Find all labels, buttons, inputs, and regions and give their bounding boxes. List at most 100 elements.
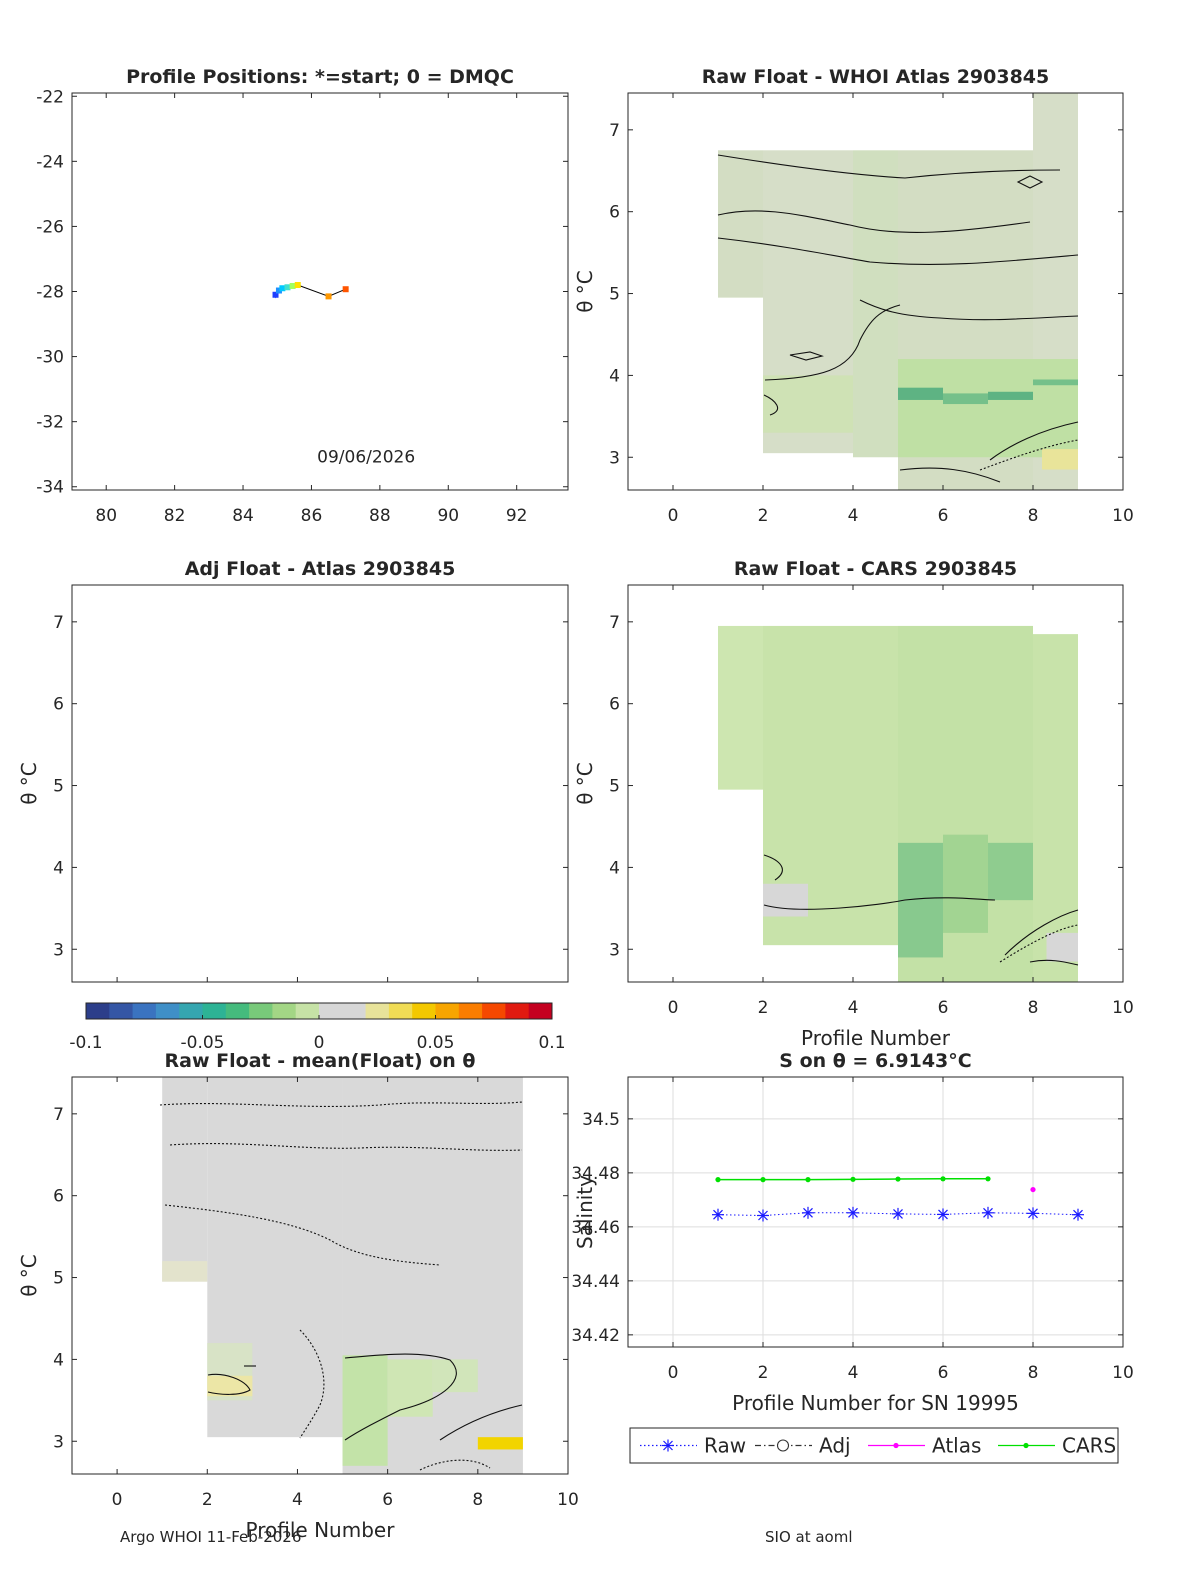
legend-label: Adj — [819, 1434, 851, 1458]
y-tick-label: 5 — [53, 1269, 64, 1289]
raw-point — [1072, 1208, 1084, 1221]
contour-line — [717, 210, 1031, 233]
heatmap-cell — [898, 359, 1078, 458]
profile-position — [275, 287, 282, 294]
colorbar-segment — [155, 1003, 180, 1019]
colorbar-segment — [132, 1003, 157, 1019]
x-tick-label: 0 — [112, 1490, 123, 1510]
heatmap-cell — [1033, 634, 1078, 982]
legend-label: Atlas — [932, 1434, 981, 1458]
legend-marker — [662, 1439, 674, 1452]
x-tick-label: 88 — [369, 506, 391, 526]
legend-item-adj: Adj — [755, 1434, 851, 1458]
y-tick-label: 4 — [53, 1350, 64, 1370]
colorbar-tick-label: 0.05 — [417, 1033, 455, 1053]
colorbar-tick-label: -0.05 — [181, 1033, 225, 1053]
contour-line — [999, 924, 1079, 963]
heatmap-cell — [162, 1261, 208, 1282]
y-tick-label: -22 — [36, 87, 64, 107]
chart-title: Adj Float - Atlas 2903845 — [185, 558, 456, 580]
y-tick-label: 3 — [609, 448, 620, 468]
contour-line — [207, 1373, 251, 1395]
x-tick-label: 0 — [668, 998, 679, 1018]
legend-item-cars: CARS — [998, 1434, 1116, 1458]
contour-line — [419, 1459, 491, 1471]
x-tick-label: 6 — [938, 1363, 949, 1383]
cars-point — [895, 1176, 901, 1182]
chart-title: Raw Float - mean(Float) on θ — [165, 1050, 476, 1072]
contour-line — [1016, 175, 1044, 189]
y-tick-label: 34.42 — [571, 1326, 620, 1346]
raw-point — [802, 1206, 814, 1219]
y-axis-label: Salinity — [573, 1175, 597, 1249]
chart-title: Raw Float - WHOI Atlas 2903845 — [702, 66, 1049, 88]
x-tick-label: 0 — [668, 506, 679, 526]
x-tick-label: 6 — [938, 998, 949, 1018]
heatmap-cell — [477, 1437, 523, 1450]
y-tick-label: -28 — [36, 283, 64, 303]
colorbar-segment — [202, 1003, 227, 1019]
y-tick-label: 5 — [53, 777, 64, 797]
raw-point — [982, 1206, 994, 1219]
colorbar-segment — [319, 1003, 343, 1019]
x-tick-label: 4 — [848, 998, 859, 1018]
colorbar-segment — [388, 1003, 413, 1019]
y-tick-label: 5 — [609, 777, 620, 797]
legend-item-raw: Raw — [640, 1434, 746, 1458]
x-tick-label: 10 — [557, 1490, 579, 1510]
y-axis-label: θ °C — [573, 270, 597, 313]
axes-frame-positions — [71, 92, 569, 491]
x-tick-label: 4 — [848, 506, 859, 526]
y-axis-label: θ °C — [573, 762, 597, 805]
contour-line — [989, 421, 1079, 461]
x-tick-label: 0 — [668, 1363, 679, 1383]
x-tick-label: 90 — [437, 506, 459, 526]
profile-position — [272, 291, 279, 298]
contour-line — [164, 1204, 441, 1266]
contour-line — [764, 304, 901, 381]
contour-line — [763, 394, 779, 416]
y-tick-label: -26 — [36, 217, 64, 237]
cars-point — [805, 1177, 811, 1183]
colorbar-segment — [86, 1003, 110, 1019]
legend-marker — [776, 1439, 790, 1452]
y-tick-label: 34.5 — [582, 1110, 620, 1130]
contour-line — [1004, 909, 1079, 956]
x-tick-label: 2 — [202, 1490, 213, 1510]
profile-position — [325, 293, 332, 300]
axes-frame-raw-cars — [627, 584, 1124, 983]
x-tick-label: 84 — [232, 506, 254, 526]
x-axis-label: Profile Number — [801, 1026, 951, 1050]
x-tick-label: 4 — [292, 1490, 303, 1510]
heatmap-cell — [1033, 379, 1078, 386]
x-tick-label: 82 — [164, 506, 186, 526]
legend-item-atlas: Atlas — [868, 1434, 981, 1458]
start-marker: * — [272, 291, 279, 306]
y-tick-label: 3 — [53, 940, 64, 960]
colorbar-tick-label: 0 — [314, 1033, 325, 1053]
colorbar-segment — [272, 1003, 297, 1019]
cars-point — [940, 1176, 946, 1182]
colorbar-segment — [295, 1003, 320, 1019]
profile-position — [342, 286, 349, 293]
date-annotation: 09/06/2026 — [317, 447, 415, 467]
x-tick-label: 2 — [758, 506, 769, 526]
x-tick-label: 80 — [95, 506, 117, 526]
contour-line — [763, 854, 783, 881]
x-axis-label: Profile Number — [246, 1518, 396, 1542]
cars-point — [760, 1177, 766, 1183]
heatmap-cell — [853, 150, 898, 458]
contour-line — [299, 1329, 325, 1439]
contour-line — [717, 154, 1061, 179]
y-tick-label: 34.46 — [571, 1218, 620, 1238]
raw-point — [847, 1206, 859, 1219]
profile-position — [289, 282, 296, 289]
cars-point — [850, 1176, 856, 1182]
contour-line — [789, 351, 824, 361]
colorbar-segment — [109, 1003, 134, 1019]
contour-line — [717, 237, 1079, 265]
axes-frame-raw-whoi — [627, 92, 1124, 491]
heatmap-cell — [943, 393, 988, 405]
chart-title: Raw Float - CARS 2903845 — [734, 558, 1017, 580]
chart-title: Profile Positions: *=start; 0 = DMQC — [126, 66, 514, 88]
